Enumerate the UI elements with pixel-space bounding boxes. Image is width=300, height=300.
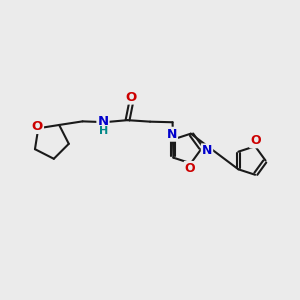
Text: O: O xyxy=(32,120,43,133)
Text: N: N xyxy=(98,116,109,128)
Text: O: O xyxy=(184,162,195,175)
Text: N: N xyxy=(167,128,177,141)
Text: O: O xyxy=(125,91,137,103)
Text: O: O xyxy=(250,134,261,147)
Text: N: N xyxy=(202,144,212,158)
Text: H: H xyxy=(99,126,108,136)
